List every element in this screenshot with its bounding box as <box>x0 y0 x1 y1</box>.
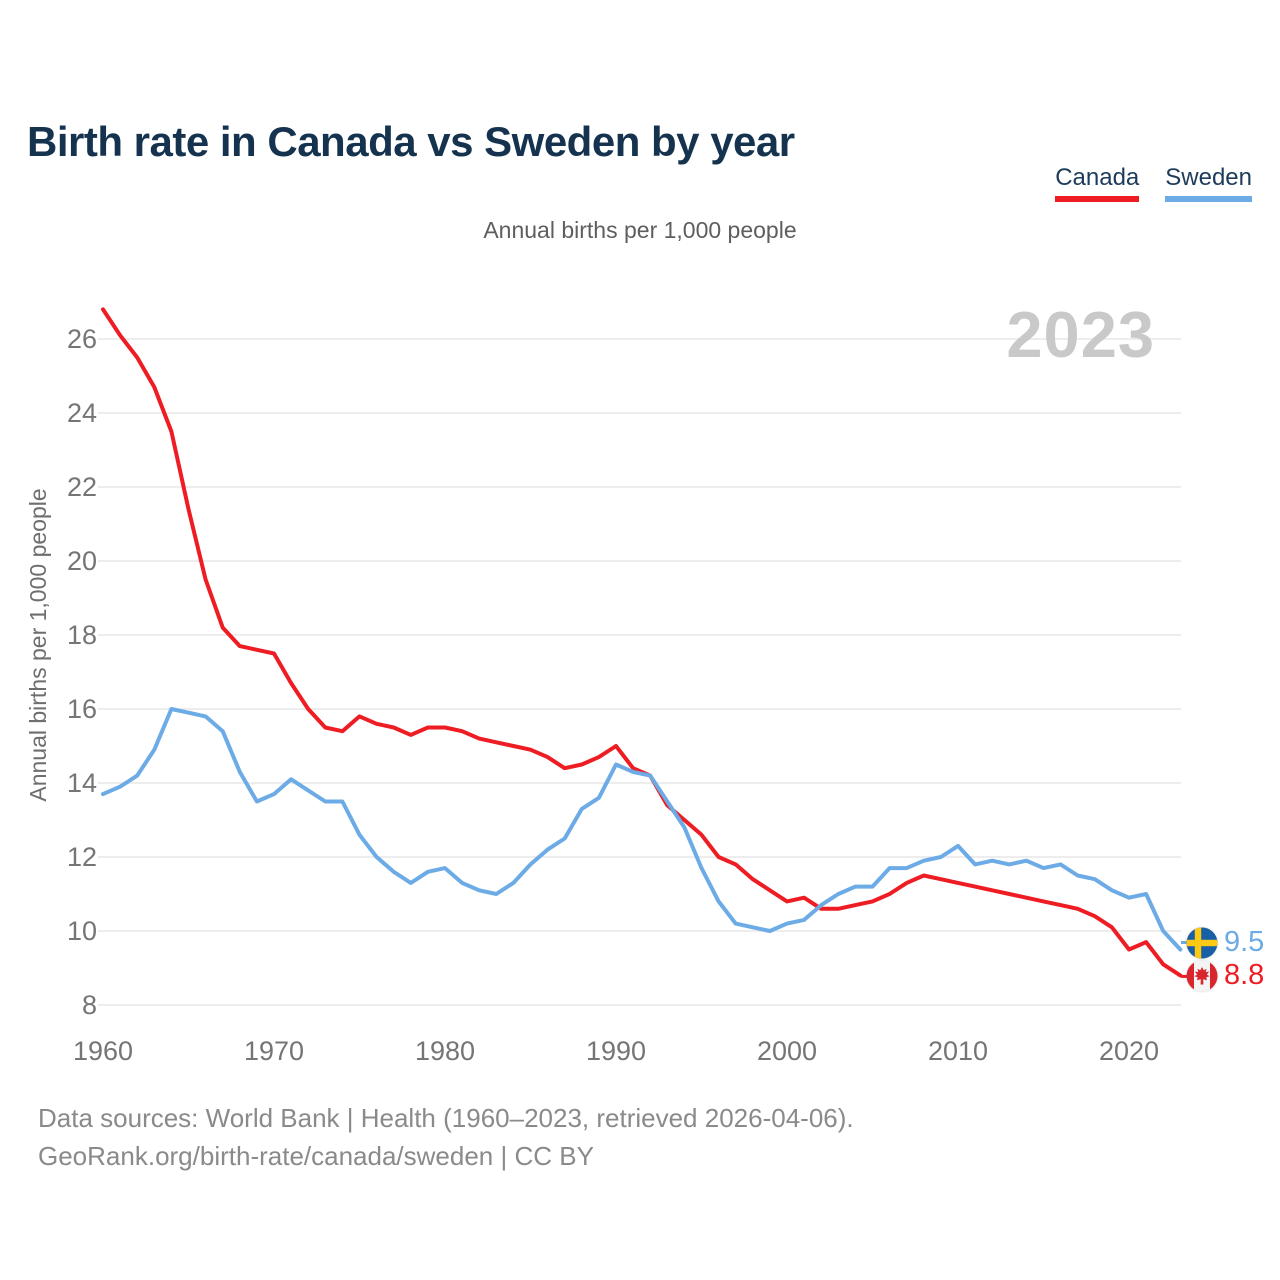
legend-label-sweden: Sweden <box>1165 164 1252 191</box>
y-tick-label: 10 <box>67 916 97 946</box>
y-tick-label: 22 <box>67 472 97 502</box>
x-tick-label: 1970 <box>244 1036 304 1066</box>
x-tick-label: 1980 <box>415 1036 475 1066</box>
sweden-end-value: 9.5 <box>1224 925 1265 958</box>
footer-sources: Data sources: World Bank | Health (1960–… <box>38 1103 854 1133</box>
y-tick-label: 24 <box>67 398 97 428</box>
page-title: Birth rate in Canada vs Sweden by year <box>27 118 795 166</box>
y-tick-label: 26 <box>67 324 97 354</box>
legend: Canada Sweden <box>1055 164 1252 202</box>
legend-item-canada[interactable]: Canada <box>1055 164 1140 202</box>
legend-item-sweden[interactable]: Sweden <box>1165 164 1252 202</box>
x-tick-label: 1990 <box>586 1036 646 1066</box>
y-axis-title: Annual births per 1,000 people <box>25 488 51 801</box>
chart-subtitle: Annual births per 1,000 people <box>483 217 797 243</box>
x-tick-label: 2020 <box>1099 1036 1159 1066</box>
canada-end-value: 8.8 <box>1224 959 1265 992</box>
y-tick-label: 20 <box>67 546 97 576</box>
x-tick-label: 2000 <box>757 1036 817 1066</box>
footer-attribution: Data sources: World Bank | Health (1960–… <box>38 1099 854 1175</box>
sweden-line[interactable] <box>101 707 1183 952</box>
y-tick-label: 14 <box>67 768 97 798</box>
footer-url: GeoRank.org/birth-rate/canada/sweden | C… <box>38 1141 594 1171</box>
x-tick-label: 1960 <box>73 1036 133 1066</box>
canada-flag-icon <box>1186 960 1218 992</box>
x-tick-label: 2010 <box>928 1036 988 1066</box>
legend-label-canada: Canada <box>1055 164 1140 191</box>
series-lines <box>101 307 1187 978</box>
gridlines <box>98 338 1181 1006</box>
y-tick-label: 16 <box>67 694 97 724</box>
y-tick-label: 18 <box>67 620 97 650</box>
y-tick-labels: 8 10 12 14 16 18 20 22 24 26 <box>67 324 97 1020</box>
sweden-flag-icon <box>1186 927 1218 959</box>
y-tick-label: 8 <box>82 990 97 1020</box>
y-tick-label: 12 <box>67 842 97 872</box>
x-tick-labels: 1960 1970 1980 1990 2000 2010 2020 <box>73 1036 1159 1066</box>
canada-line[interactable] <box>101 307 1183 978</box>
watermark-year: 2023 <box>1006 298 1155 371</box>
